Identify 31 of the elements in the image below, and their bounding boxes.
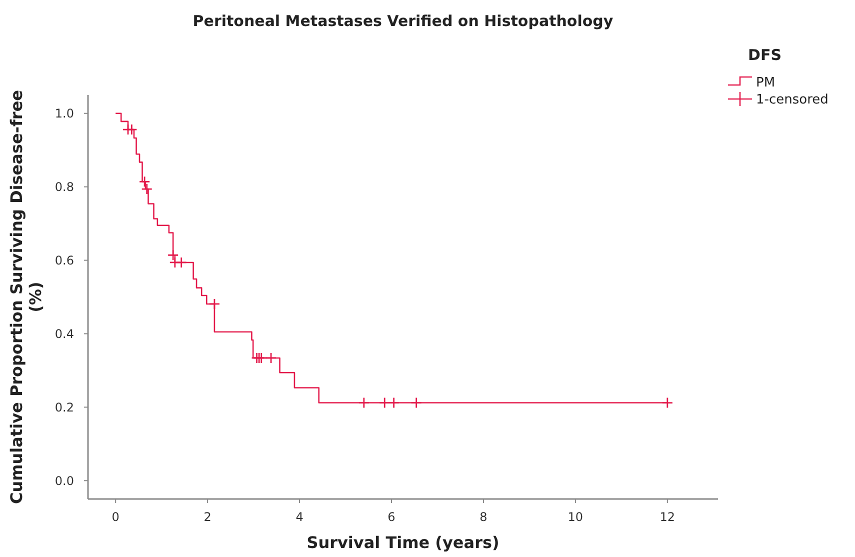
point	[378, 397, 390, 408]
point	[208, 298, 220, 310]
point	[410, 397, 422, 408]
y-tick-label: 0.6	[54, 253, 74, 268]
y-tick-label: 0.8	[54, 180, 74, 194]
x-tick-label: 2	[204, 510, 212, 524]
legend-title: DFS	[748, 46, 782, 64]
chart-title: Peritoneal Metastases Verified on Histopathology	[192, 12, 614, 30]
point	[167, 249, 179, 261]
point	[138, 176, 150, 188]
x-tick-label: 4	[296, 510, 304, 524]
y-tick-label: 1.0	[54, 106, 74, 121]
y-axis-title: Cumulative Proportion Surviving Disease-free (%)	[7, 90, 45, 504]
point	[662, 397, 674, 408]
x-tick-label: 12	[660, 510, 676, 524]
legend-label: 1-censored	[756, 92, 828, 108]
legend-label: PM	[756, 76, 776, 91]
x-tick-label: 10	[568, 510, 584, 524]
x-axis-title: Survival Time (years)	[306, 533, 500, 552]
point	[176, 256, 188, 268]
x-tick-label: 6	[388, 510, 396, 524]
point	[358, 397, 370, 408]
point	[141, 183, 153, 195]
x-tick-label: 0	[112, 510, 120, 524]
x-tick-label: 8	[480, 510, 488, 524]
point	[388, 397, 400, 408]
y-tick-label: 0.0	[54, 474, 74, 488]
point	[126, 124, 138, 136]
point	[265, 352, 277, 364]
y-tick-label: 0.4	[54, 326, 74, 341]
y-tick-label: 0.2	[54, 400, 74, 414]
